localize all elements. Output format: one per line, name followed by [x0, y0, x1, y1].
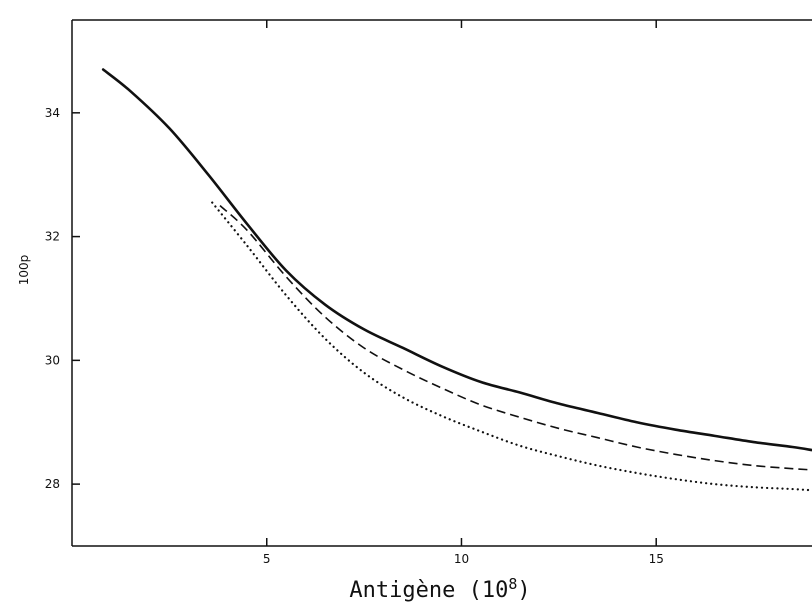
- y-axis-label: 100p: [17, 255, 31, 286]
- plot-frame: [71, 19, 812, 547]
- x-tick-label: 15: [649, 552, 664, 566]
- series-group: [101, 68, 812, 492]
- x-tick-label: 5: [263, 552, 271, 566]
- y-tick-label: 30: [45, 353, 60, 367]
- series-line-dashed: [219, 205, 812, 471]
- y-tick-label: 28: [45, 477, 60, 491]
- y-tick-label: 34: [45, 106, 60, 120]
- x-axis-label-close: ): [517, 578, 530, 603]
- series-line-dotted: [211, 201, 812, 492]
- axis-ticks: 5 10 15 28 30 32 34: [45, 20, 664, 566]
- series-line-solid: [101, 68, 812, 452]
- x-axis-label: Antigène (108): [349, 575, 530, 603]
- x-tick-label: 10: [454, 552, 469, 566]
- x-axis-label-main: Antigène (10: [349, 578, 508, 603]
- x-axis-label-exponent: 8: [508, 575, 517, 593]
- y-tick-label: 32: [45, 230, 60, 244]
